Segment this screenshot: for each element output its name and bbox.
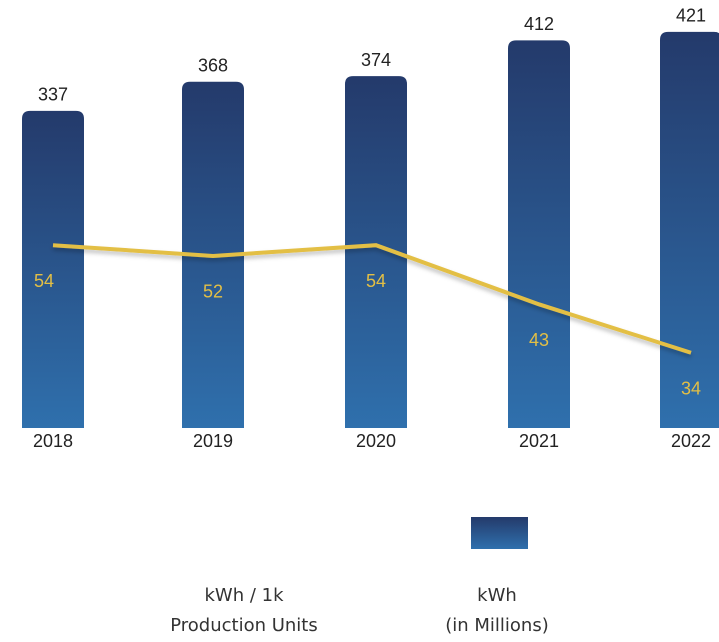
x-tick-label: 2019: [193, 431, 233, 451]
line: [52, 243, 692, 355]
bar-value-label: 421: [676, 6, 706, 26]
legend-swatch: [471, 517, 528, 549]
x-tick-label: 2022: [671, 431, 711, 451]
line-value-label: 34: [681, 378, 701, 398]
x-tick-label: 2020: [356, 431, 396, 451]
legend-label: kWh: [477, 585, 517, 606]
bar-value-label: 374: [361, 50, 391, 70]
bar-value-label: 412: [524, 14, 554, 34]
bar: [22, 110, 84, 428]
bar-value-label: 368: [198, 55, 228, 75]
line-value-label: 52: [203, 282, 223, 302]
x-tick-label: 2021: [519, 431, 559, 451]
line-value-label: 54: [366, 271, 386, 291]
legend-label: (in Millions): [445, 615, 549, 636]
x-tick-label: 2018: [33, 431, 73, 451]
legend-label: kWh / 1k: [204, 585, 284, 606]
bar: [508, 40, 570, 428]
bar-value-label: 337: [38, 85, 68, 105]
bar: [660, 31, 719, 428]
line-value-label: 54: [34, 271, 54, 291]
bar: [345, 76, 407, 428]
line-value-label: 43: [529, 330, 549, 350]
legend-label: Production Units: [170, 615, 318, 636]
